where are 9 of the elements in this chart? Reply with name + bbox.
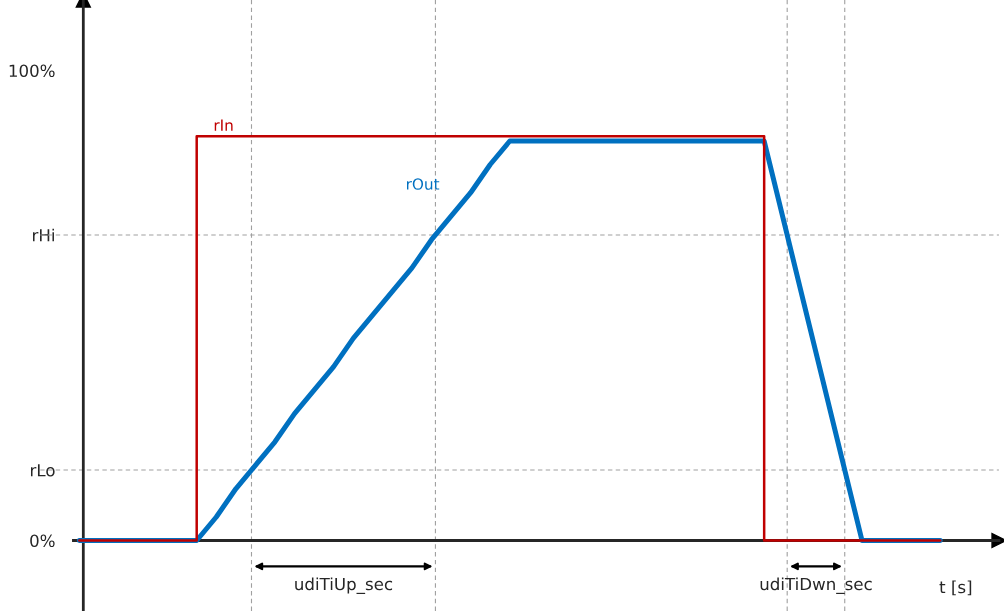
y-tick-label: 100%	[9, 64, 55, 78]
y-tick-label: 0%	[30, 534, 55, 548]
y-tick-label: rHi	[33, 228, 54, 242]
annotation: udiTiDwn_sec	[760, 577, 872, 594]
x-axis-title: t [s]	[939, 580, 972, 596]
series-label: rOut	[407, 178, 440, 190]
y-tick-label: rLo	[31, 464, 55, 477]
series-label: rIn	[214, 119, 233, 131]
annotation: udiTiUp_sec	[295, 577, 393, 594]
